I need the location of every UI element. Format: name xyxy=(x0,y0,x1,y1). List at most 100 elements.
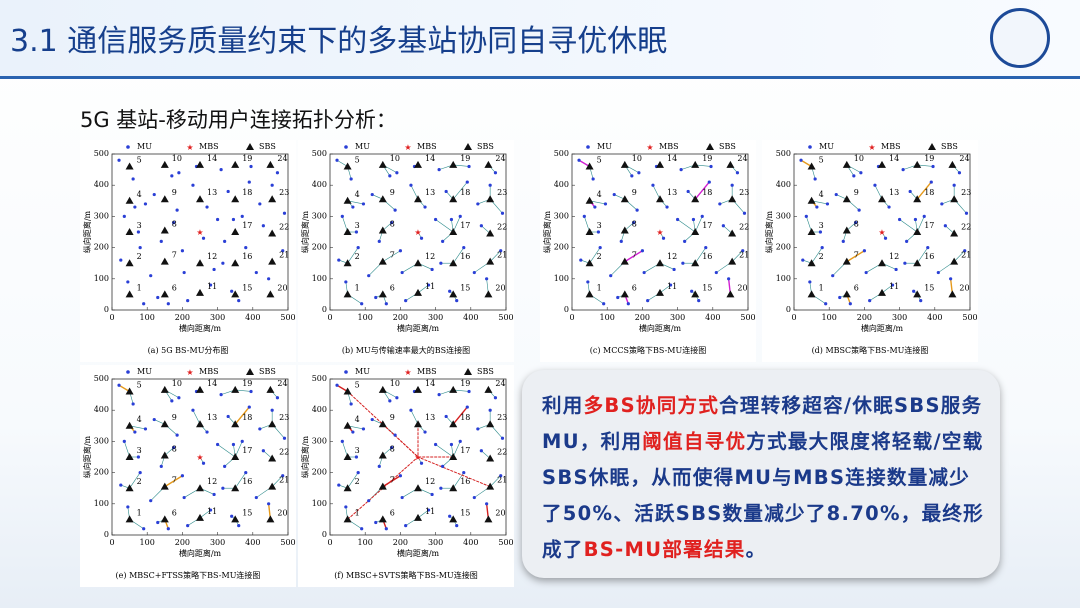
sbs xyxy=(125,421,134,429)
link xyxy=(589,247,601,264)
mu-point xyxy=(221,261,225,265)
mu-point xyxy=(117,158,121,162)
mu-point xyxy=(398,474,402,478)
mu-point xyxy=(476,427,480,431)
mu-point xyxy=(448,514,452,518)
y-tick-label: 200 xyxy=(776,243,791,252)
mu-point xyxy=(441,464,445,468)
mu-point xyxy=(929,180,933,184)
mu-point xyxy=(949,277,953,281)
mu-point xyxy=(212,492,216,497)
mu-point xyxy=(598,246,602,250)
x-tick-label: 400 xyxy=(463,313,478,322)
mu-point xyxy=(254,270,258,275)
mu-point xyxy=(170,174,174,178)
y-tick-label: 0 xyxy=(104,305,109,314)
sbs xyxy=(343,290,352,298)
sbs-label: 17 xyxy=(702,221,712,230)
caption: (f) MBSC+SVTS策略下BS-MU连接图 xyxy=(334,570,477,580)
y-tick-label: 0 xyxy=(104,530,109,539)
sbs-label: 22 xyxy=(279,223,289,232)
sbs xyxy=(160,290,169,298)
mu-point xyxy=(799,158,803,162)
sbs-label: 11 xyxy=(207,282,217,291)
sbs-label: 20 xyxy=(959,283,969,292)
mu-point xyxy=(834,192,838,197)
sbs xyxy=(950,229,959,237)
sbs-label: 5 xyxy=(137,155,142,164)
mu-point xyxy=(905,239,909,243)
sbs xyxy=(196,385,204,393)
plot-frame xyxy=(571,153,749,311)
link xyxy=(382,475,401,488)
y-tick-label: 200 xyxy=(312,243,327,252)
mu-point xyxy=(142,302,146,306)
mu-point xyxy=(890,283,895,287)
link xyxy=(453,164,470,167)
link xyxy=(659,284,671,294)
sbs xyxy=(378,482,387,490)
x-tick-label: 100 xyxy=(358,538,373,547)
mu-point xyxy=(940,202,944,206)
mu-point xyxy=(681,261,685,265)
y-tick-label: 400 xyxy=(94,180,109,189)
sbs-label: 7 xyxy=(172,251,177,260)
sbs-label: 20 xyxy=(277,283,287,292)
sbs-label: 18 xyxy=(924,188,934,197)
x-tick-label: 0 xyxy=(327,538,332,547)
sbs-label: 20 xyxy=(277,508,287,517)
sbs xyxy=(484,515,493,523)
sbs-label: 6 xyxy=(632,283,637,292)
sbs-label: 11 xyxy=(667,282,677,291)
sbs xyxy=(160,451,169,459)
x-tick-label: 300 xyxy=(210,538,225,547)
sbs xyxy=(449,259,458,267)
sbs-label: 13 xyxy=(667,188,677,197)
y-tick-label: 300 xyxy=(94,436,109,445)
sbs-label: 8 xyxy=(390,219,395,228)
sbs xyxy=(266,160,275,168)
sbs-label: 3 xyxy=(137,446,142,455)
sbs xyxy=(378,515,387,523)
mu-point xyxy=(462,471,466,475)
mu-point xyxy=(691,217,696,222)
mu-point xyxy=(335,383,339,387)
mu-point xyxy=(133,205,137,209)
mu-point xyxy=(820,246,824,250)
mu-point xyxy=(640,249,645,253)
mu-point xyxy=(707,180,711,184)
link xyxy=(342,441,348,458)
sbs-label: 22 xyxy=(961,223,971,232)
sbs xyxy=(414,195,422,203)
mbs: ★ xyxy=(196,228,203,237)
link xyxy=(199,509,211,519)
mu-point xyxy=(409,183,413,187)
mu-point xyxy=(182,495,186,500)
mu-point xyxy=(344,505,348,509)
link xyxy=(234,406,250,425)
mu-point xyxy=(458,214,462,218)
mu-point xyxy=(223,464,227,468)
mu-point xyxy=(182,270,186,275)
sbs xyxy=(842,226,851,234)
sbs-label: 14 xyxy=(889,154,899,163)
link xyxy=(489,475,501,487)
caption: (b) MU与传输速率最大的BS连接图 xyxy=(342,345,470,355)
sbs xyxy=(620,226,629,234)
mu-point xyxy=(434,217,438,222)
mu-point xyxy=(237,299,241,303)
mu-point xyxy=(180,249,184,253)
mu-point xyxy=(676,217,680,222)
sbs xyxy=(486,195,495,203)
mu-point xyxy=(223,239,227,243)
sbs-label: 24 xyxy=(495,154,505,163)
sbs xyxy=(449,160,458,168)
sbs xyxy=(807,290,816,298)
legend-marker xyxy=(928,143,936,150)
sbs xyxy=(585,228,594,235)
sbs xyxy=(160,160,169,168)
mu-point xyxy=(741,249,745,253)
sbs xyxy=(728,257,737,265)
plot-frame xyxy=(111,153,289,311)
sbs-label: 4 xyxy=(597,190,602,199)
